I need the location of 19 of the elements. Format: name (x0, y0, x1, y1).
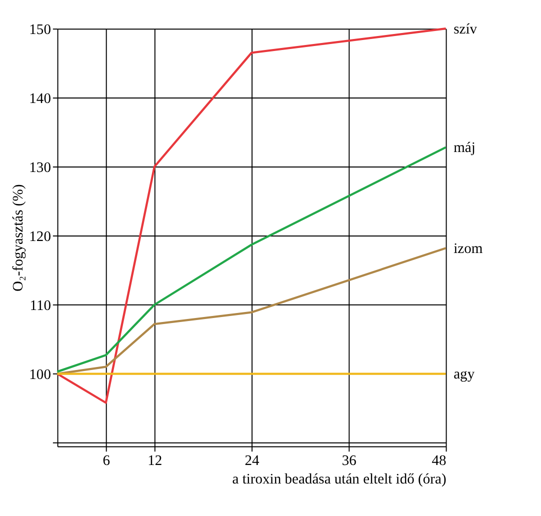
y-tick-label: 120 (29, 229, 51, 246)
x-tick-label: 36 (342, 453, 356, 470)
y-tick-label: 150 (29, 22, 51, 38)
y-tick-label: 130 (29, 160, 51, 176)
x-tick-label: 6 (102, 453, 110, 470)
y-tick-label: 110 (30, 298, 51, 314)
x-tick-label: 24 (244, 453, 260, 470)
x-tick-label: 48 (432, 453, 446, 470)
line-series (56, 247, 447, 375)
y-tick-label: 140 (29, 90, 51, 107)
line-series (56, 146, 447, 373)
series-label: máj (454, 140, 476, 156)
series-label: izom (454, 240, 484, 257)
x-axis-title: a tiroxin beadása után eltelt idő (óra) (232, 472, 446, 488)
y-tick-label: 100 (29, 367, 51, 384)
series-label: agy (454, 366, 476, 383)
series-label: szív (454, 21, 478, 38)
x-tick-label: 12 (148, 453, 162, 470)
y-axis-title: O₂-fogyasztás (%) (10, 184, 26, 292)
